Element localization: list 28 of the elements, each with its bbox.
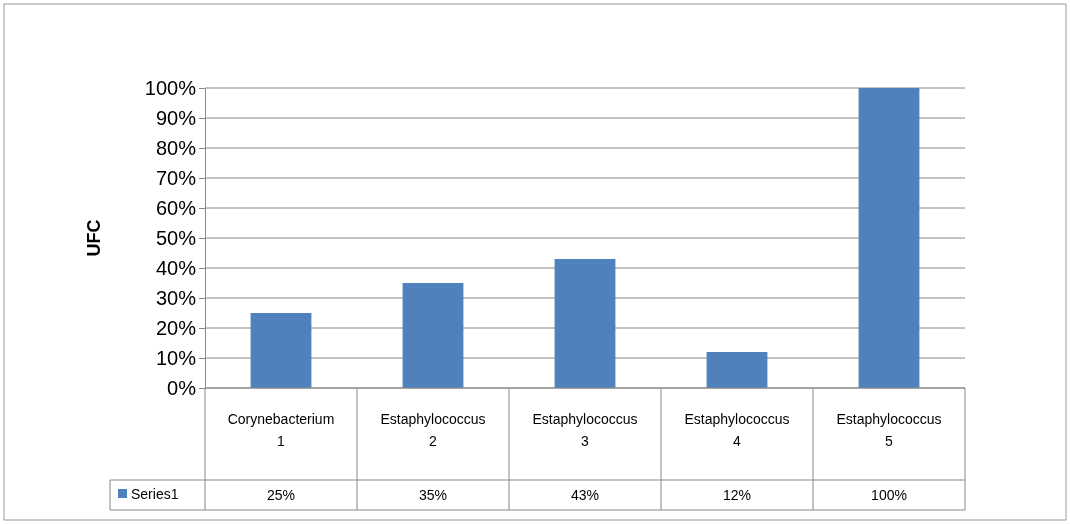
y-tick-label: 70% (155, 166, 197, 189)
bar (858, 88, 920, 388)
y-tick-label: 10% (155, 346, 197, 369)
legend-label: Series1 (131, 486, 179, 502)
bar (706, 352, 768, 388)
y-axis-title: UFC (84, 219, 104, 257)
data-label: 35% (418, 487, 448, 503)
x-tick-label: Corynebacterium 1 (227, 411, 335, 449)
y-tick-label: 30% (155, 286, 197, 309)
y-tick-label: 40% (155, 256, 197, 279)
bar (250, 313, 312, 388)
x-tick-label: Estaphylococcus 5 (836, 411, 942, 449)
y-tick-label: 60% (155, 196, 197, 219)
data-label: 100% (871, 487, 907, 503)
x-tick-label: Estaphylococcus 4 (684, 411, 790, 449)
y-tick-label: 0% (167, 376, 197, 399)
bar (554, 259, 616, 388)
y-tick-label: 50% (155, 226, 197, 249)
y-tick-label: 90% (155, 106, 197, 129)
x-tick-label: Estaphylococcus 3 (532, 411, 638, 449)
data-label: 43% (570, 487, 600, 503)
x-tick-label: Estaphylococcus 2 (380, 411, 486, 449)
data-label: 25% (266, 487, 296, 503)
y-tick-label: 100% (144, 76, 197, 99)
data-label: 12% (722, 487, 752, 503)
bar (402, 283, 464, 388)
y-tick-label: 20% (155, 316, 197, 339)
y-tick-label: 80% (155, 136, 197, 159)
